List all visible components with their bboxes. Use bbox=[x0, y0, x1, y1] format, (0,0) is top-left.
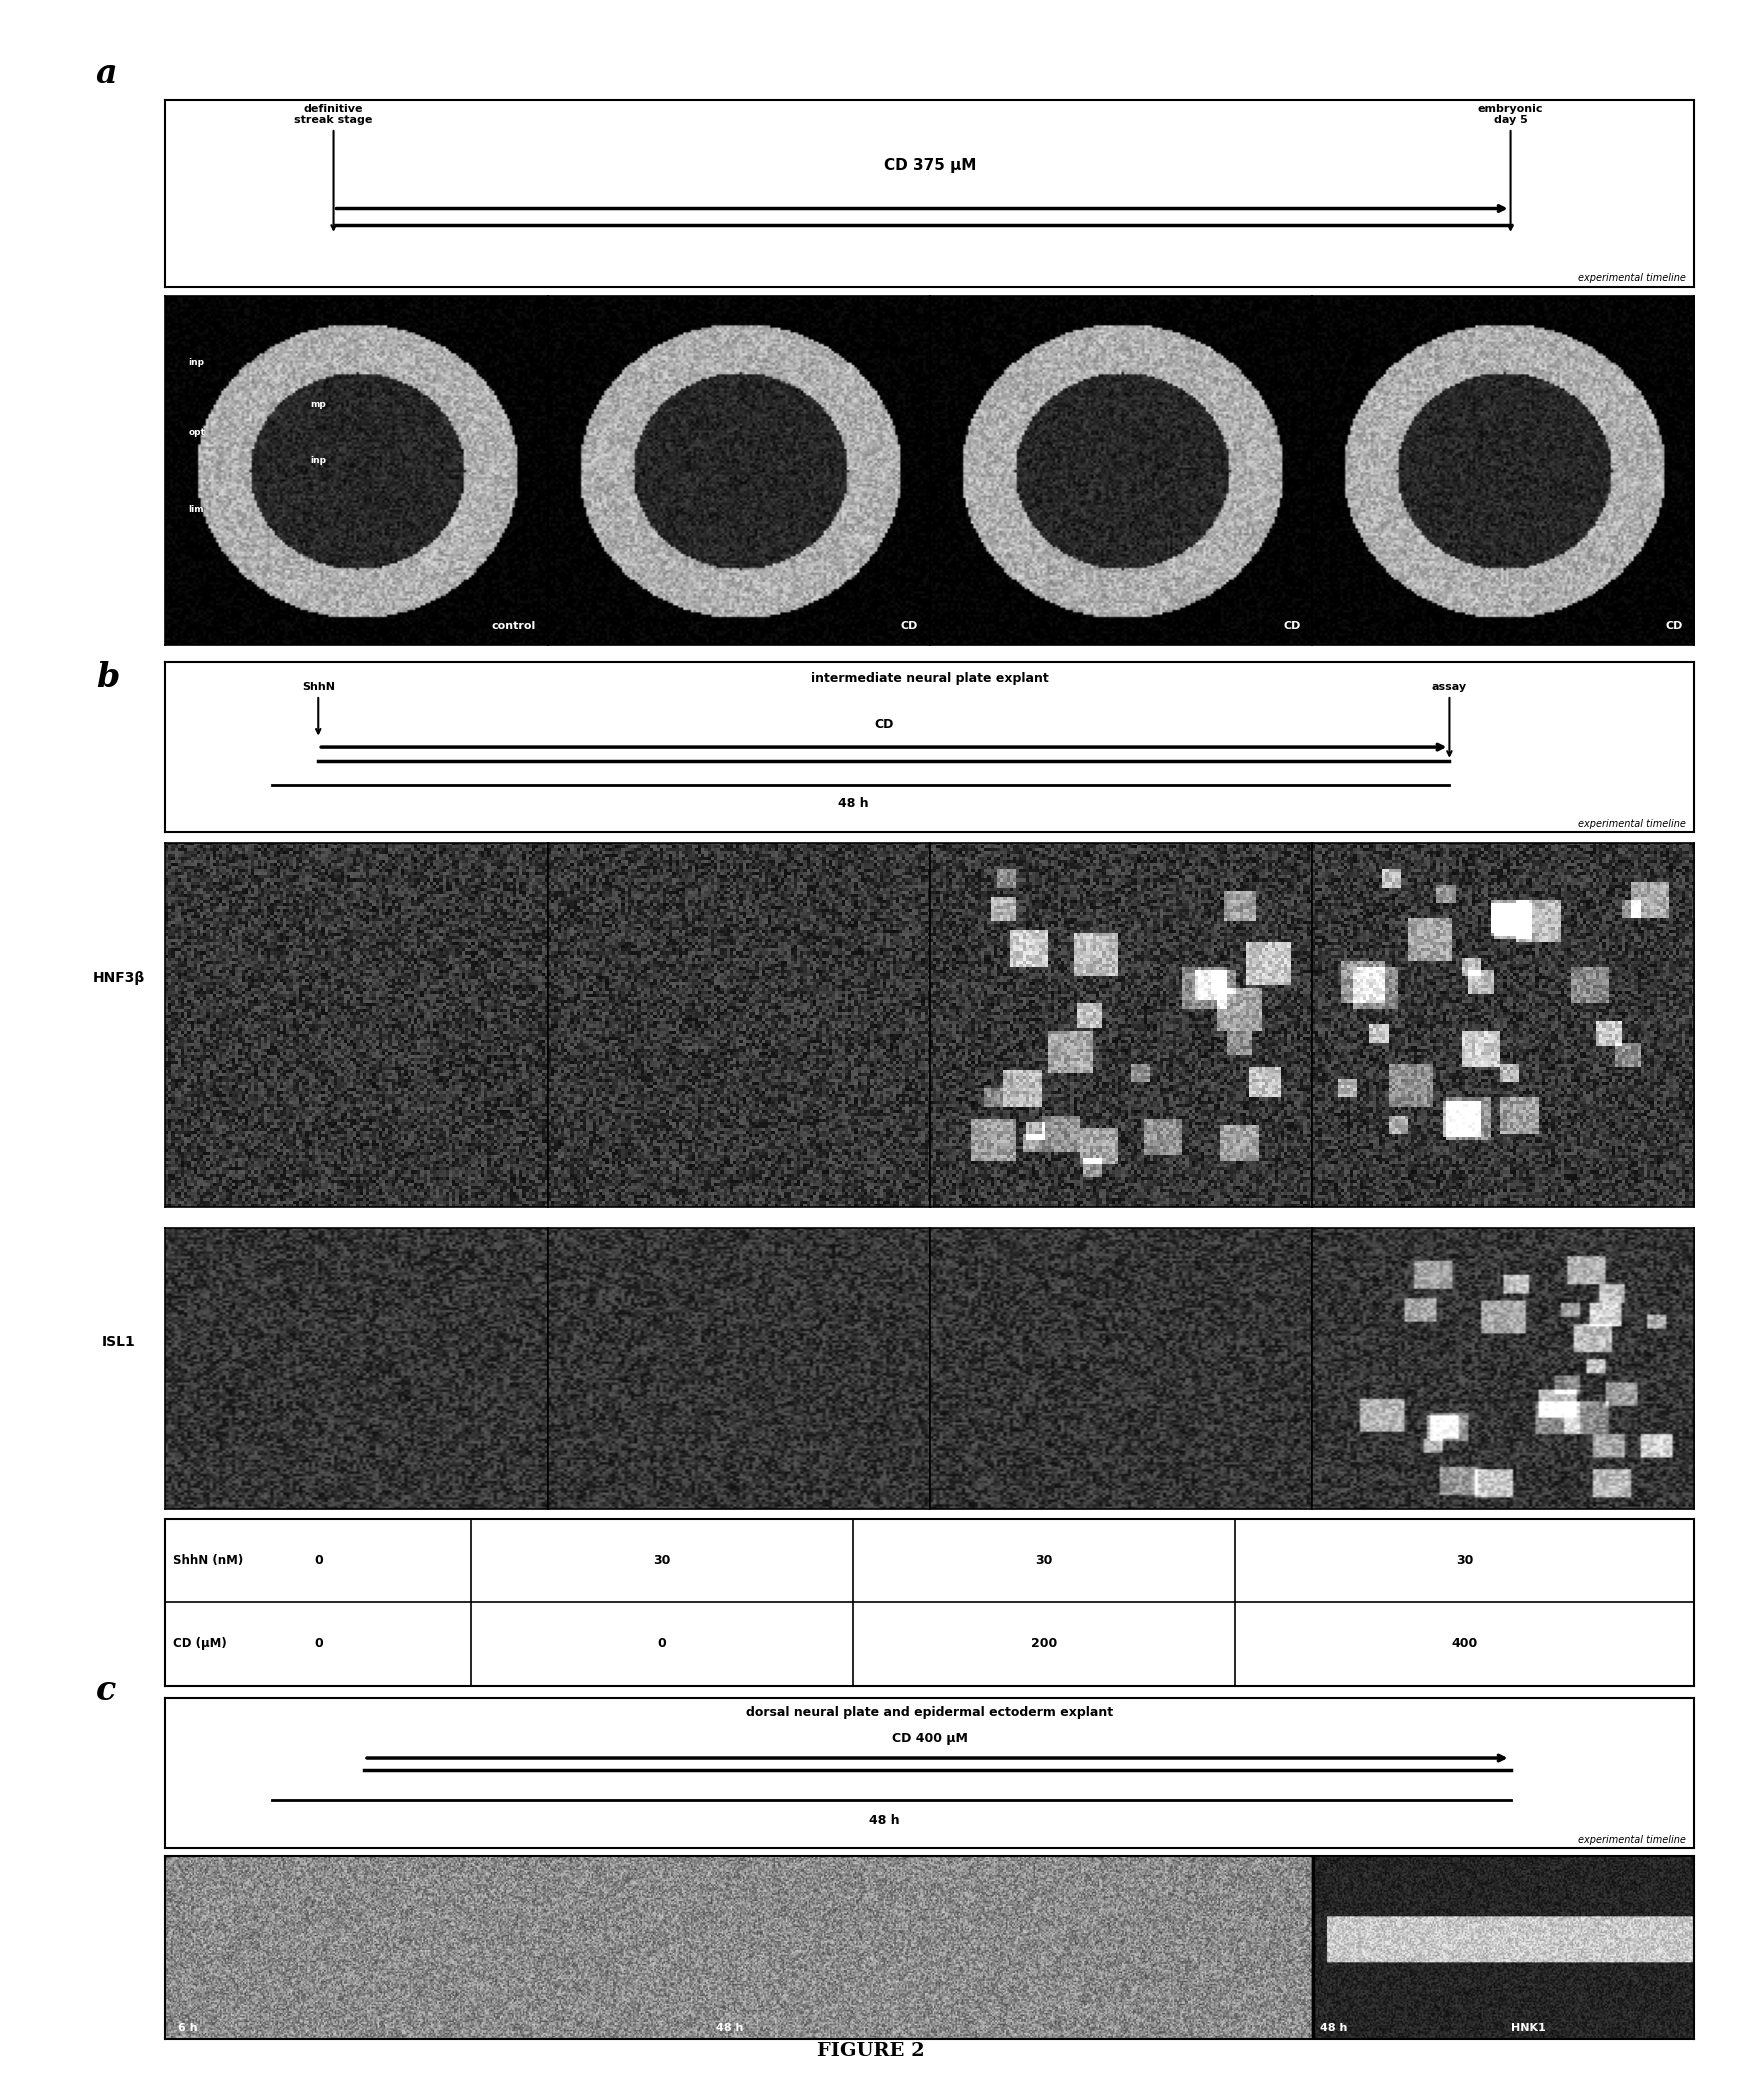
Text: 0: 0 bbox=[313, 1555, 322, 1567]
Text: experimental timeline: experimental timeline bbox=[1579, 1835, 1687, 1846]
Text: ShhN (nM): ShhN (nM) bbox=[172, 1555, 244, 1567]
Text: ISL1: ISL1 bbox=[101, 1336, 136, 1348]
Text: opt: opt bbox=[188, 429, 205, 437]
Text: 400: 400 bbox=[1452, 1638, 1478, 1650]
Text: 6 h: 6 h bbox=[178, 2023, 198, 2033]
Text: control: control bbox=[491, 620, 536, 631]
Text: CD 375 μM: CD 375 μM bbox=[883, 158, 977, 173]
Text: FIGURE 2: FIGURE 2 bbox=[817, 2041, 924, 2060]
Text: lim: lim bbox=[188, 506, 204, 514]
Text: embryonic
day 5: embryonic day 5 bbox=[1478, 104, 1543, 229]
Text: CD 400 μM: CD 400 μM bbox=[891, 1731, 968, 1746]
Text: 0: 0 bbox=[658, 1638, 667, 1650]
Text: 200: 200 bbox=[1031, 1638, 1057, 1650]
Text: inp: inp bbox=[188, 358, 204, 368]
Text: 30: 30 bbox=[653, 1555, 670, 1567]
Text: experimental timeline: experimental timeline bbox=[1579, 820, 1687, 828]
Text: intermediate neural plate explant: intermediate neural plate explant bbox=[811, 672, 1048, 685]
Text: HNK1: HNK1 bbox=[1511, 2023, 1546, 2033]
Text: 48 h: 48 h bbox=[837, 797, 869, 810]
Text: CD: CD bbox=[1283, 620, 1301, 631]
Text: 48 h: 48 h bbox=[717, 2023, 743, 2033]
Text: 30: 30 bbox=[1455, 1555, 1473, 1567]
Text: ShhN: ShhN bbox=[301, 683, 334, 733]
Text: 30: 30 bbox=[1036, 1555, 1053, 1567]
Text: 0: 0 bbox=[313, 1638, 322, 1650]
Text: CD (μM): CD (μM) bbox=[172, 1638, 226, 1650]
Text: definitive
streak stage: definitive streak stage bbox=[294, 104, 373, 229]
Text: CD: CD bbox=[900, 620, 918, 631]
Text: experimental timeline: experimental timeline bbox=[1579, 273, 1687, 283]
Text: inp: inp bbox=[310, 456, 327, 466]
Text: 48 h: 48 h bbox=[1320, 2023, 1348, 2033]
Text: b: b bbox=[96, 662, 118, 693]
Text: CD: CD bbox=[874, 718, 893, 730]
Text: c: c bbox=[96, 1675, 117, 1706]
Text: assay: assay bbox=[1431, 683, 1468, 755]
Text: mp: mp bbox=[310, 400, 326, 410]
Text: 48 h: 48 h bbox=[869, 1815, 898, 1827]
Text: dorsal neural plate and epidermal ectoderm explant: dorsal neural plate and epidermal ectode… bbox=[747, 1706, 1112, 1719]
Text: HNF3β: HNF3β bbox=[92, 972, 145, 984]
Text: a: a bbox=[96, 58, 117, 89]
Text: CD: CD bbox=[1664, 620, 1682, 631]
